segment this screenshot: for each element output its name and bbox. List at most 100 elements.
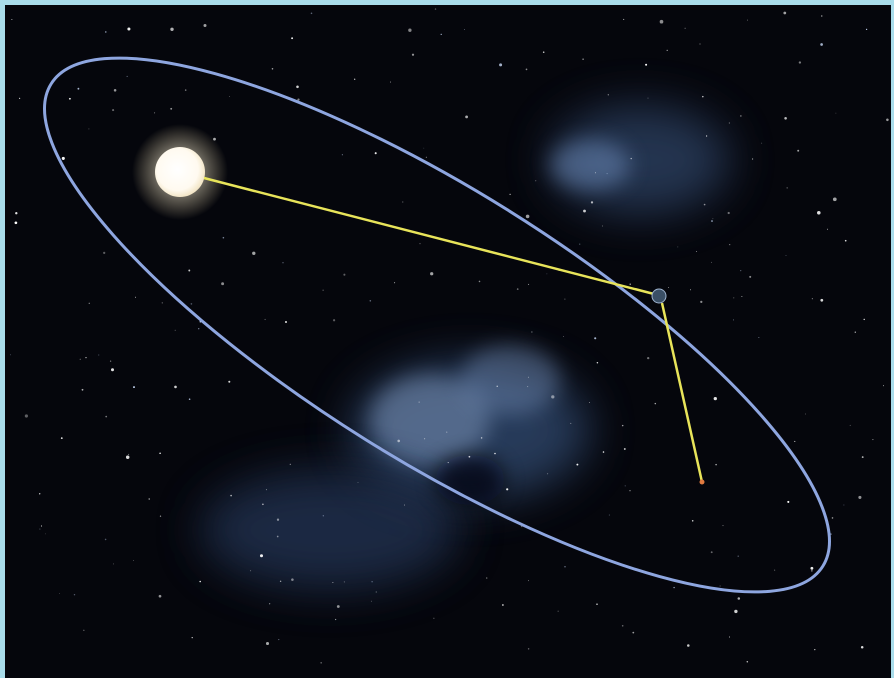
star — [15, 212, 18, 215]
nebula-cloud — [460, 345, 560, 415]
star — [465, 115, 468, 119]
star — [835, 112, 837, 114]
star — [14, 221, 18, 225]
star — [174, 329, 176, 331]
star — [647, 356, 650, 360]
star — [430, 272, 434, 276]
star — [158, 594, 162, 598]
star — [883, 385, 884, 387]
star — [291, 37, 294, 40]
star — [161, 302, 163, 304]
star — [125, 455, 130, 460]
star — [85, 356, 87, 359]
star — [712, 218, 714, 220]
star — [821, 15, 823, 17]
star — [279, 580, 282, 582]
star — [440, 33, 442, 36]
star — [576, 463, 579, 466]
star — [135, 296, 136, 298]
star — [332, 582, 334, 584]
star — [310, 12, 313, 15]
star — [494, 452, 496, 455]
star — [832, 197, 837, 202]
star — [551, 395, 555, 399]
star — [715, 463, 717, 466]
star — [229, 96, 231, 97]
star — [811, 298, 813, 300]
star — [262, 503, 264, 506]
star — [496, 385, 498, 387]
star — [228, 380, 231, 383]
star — [811, 570, 813, 572]
star — [433, 617, 435, 619]
star — [684, 27, 686, 29]
star — [424, 438, 426, 440]
star — [370, 600, 372, 602]
star — [336, 605, 340, 608]
star — [729, 244, 731, 246]
star — [608, 514, 610, 516]
star — [259, 554, 264, 558]
star — [375, 591, 377, 593]
star — [502, 604, 504, 606]
star — [105, 415, 108, 418]
star — [623, 18, 625, 20]
star — [606, 173, 608, 175]
star — [527, 376, 529, 378]
star — [582, 58, 584, 60]
star — [590, 201, 594, 204]
nebula-cloud — [200, 470, 460, 590]
star — [525, 214, 530, 219]
star — [111, 368, 114, 372]
star — [711, 220, 713, 222]
star — [109, 360, 112, 362]
star — [79, 358, 81, 360]
sun-planet-line — [203, 176, 655, 296]
star — [60, 437, 63, 439]
star — [480, 437, 483, 439]
star — [621, 424, 624, 427]
star — [546, 273, 548, 275]
star — [705, 135, 708, 137]
star — [133, 386, 135, 389]
star — [703, 203, 706, 206]
star — [861, 456, 864, 459]
star — [535, 180, 537, 182]
star — [506, 488, 509, 491]
star — [468, 455, 471, 458]
star — [810, 566, 814, 570]
star — [282, 262, 284, 264]
star — [411, 53, 415, 56]
star — [191, 637, 193, 639]
star — [786, 187, 788, 189]
star — [595, 172, 596, 174]
star — [371, 581, 373, 583]
star — [794, 440, 796, 442]
star — [265, 641, 270, 646]
star — [159, 515, 162, 517]
star — [728, 122, 730, 124]
nebula-cloud — [370, 375, 490, 465]
star — [647, 97, 649, 99]
star — [749, 275, 752, 278]
star — [758, 337, 760, 338]
star — [602, 451, 605, 453]
star — [39, 528, 41, 530]
star — [596, 603, 598, 605]
star — [746, 661, 749, 663]
star — [699, 43, 701, 45]
star — [557, 610, 559, 612]
star — [865, 28, 868, 31]
star — [673, 586, 675, 589]
star — [332, 319, 336, 322]
star — [827, 228, 829, 230]
star — [629, 490, 631, 492]
star — [264, 318, 266, 321]
star — [250, 570, 252, 572]
star — [485, 577, 488, 579]
star — [734, 609, 738, 614]
star — [278, 639, 280, 641]
star — [39, 493, 41, 495]
star — [820, 43, 823, 46]
